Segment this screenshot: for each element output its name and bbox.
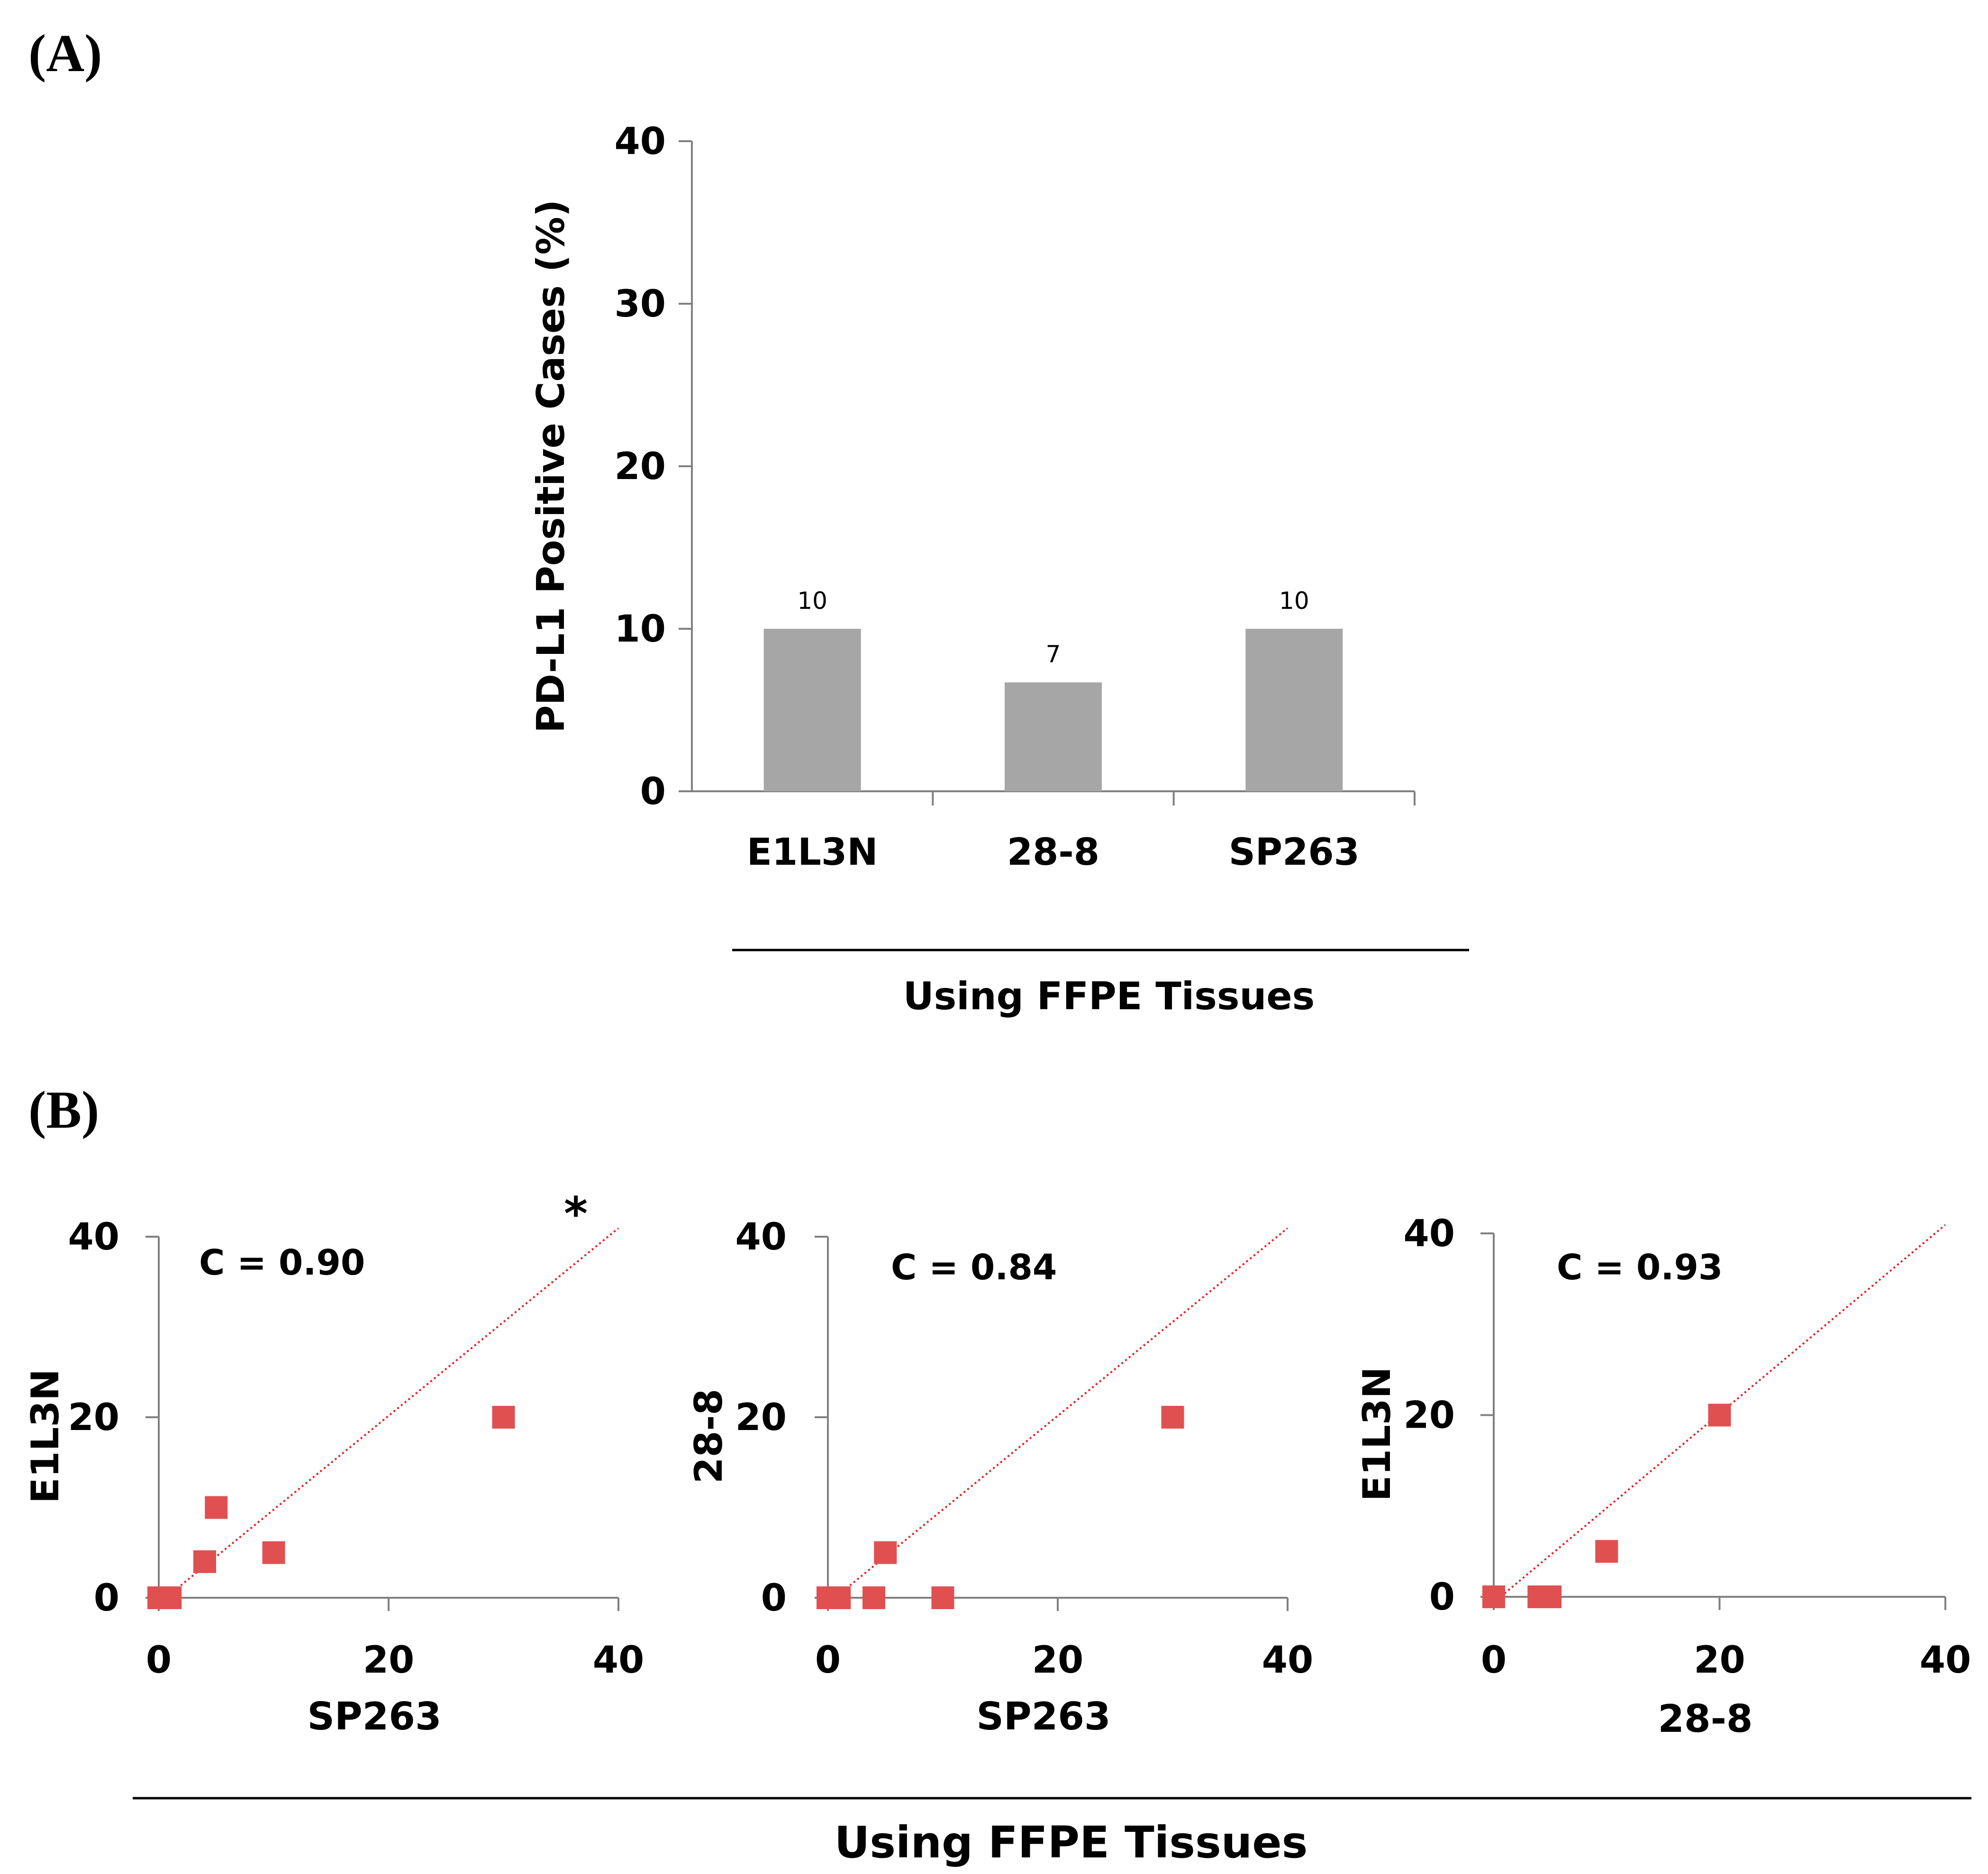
significance-marker: * (564, 1187, 588, 1240)
data-label-e1l3n: 10 (797, 587, 827, 615)
data-point (1708, 1403, 1731, 1427)
x-axis-label: 28-8 (1658, 1697, 1752, 1741)
y-tick-label: 0 (94, 1577, 119, 1620)
y-tick-label: 40 (1403, 1213, 1455, 1255)
y-tick-label: 20 (735, 1396, 787, 1439)
x-tick-label: 20 (1694, 1639, 1745, 1682)
scatter-chart-e1l3n-vs-sp263: 0 20 40 0 20 40 C = 0.90 * SP263 E1L3N (23, 1187, 644, 1738)
y-tick-label: 10 (614, 608, 666, 651)
data-point (1161, 1406, 1184, 1429)
category-label-sp263: SP263 (1229, 831, 1360, 874)
category-label-28-8: 28-8 (1007, 831, 1099, 874)
y-axis-label: E1L3N (23, 1369, 67, 1503)
y-tick-label: 40 (614, 120, 666, 163)
x-tick-label: 20 (1032, 1639, 1084, 1682)
x-axis-label: SP263 (976, 1694, 1110, 1738)
panel-b-group-label: Using FFPE Tissues (835, 1817, 1308, 1868)
x-axis-label: SP263 (307, 1694, 441, 1738)
data-point (262, 1541, 285, 1564)
bar-chart: 0 10 20 30 40 10 E1L3N 7 28-8 10 SP263 PD-L1 Positi… (529, 120, 1416, 874)
data-point (492, 1406, 515, 1429)
panel-a-letter: (A) (28, 24, 102, 83)
scatter-chart-28-8-vs-sp263: 0 20 40 0 20 40 C = 0.84 SP263 28-8 (687, 1216, 1313, 1738)
x-tick-label: 0 (146, 1639, 172, 1682)
data-point (862, 1586, 885, 1609)
data-point (1595, 1540, 1618, 1563)
bar-sp263 (1245, 629, 1343, 791)
bar-e1l3n (763, 629, 861, 791)
data-point (828, 1586, 851, 1609)
data-label-28-8: 7 (1046, 641, 1061, 668)
data-point (1482, 1585, 1505, 1608)
data-label-sp263: 10 (1279, 587, 1309, 615)
panel-a-group-label: Using FFPE Tissues (903, 974, 1315, 1018)
bar-28-8 (1005, 682, 1102, 791)
data-point (931, 1586, 954, 1609)
y-tick-label: 20 (1403, 1394, 1455, 1437)
y-tick-label: 40 (735, 1216, 787, 1258)
data-point (874, 1541, 897, 1564)
y-tick-label: 20 (614, 445, 666, 488)
panel-b-letter: (B) (28, 1081, 99, 1140)
y-tick-label: 0 (640, 770, 666, 813)
y-axis-label: 28-8 (687, 1389, 731, 1484)
y-tick-label: 0 (761, 1577, 787, 1620)
data-point (1539, 1585, 1562, 1608)
correlation-annotation: C = 0.84 (891, 1247, 1057, 1288)
data-point (193, 1550, 216, 1573)
category-label-e1l3n: E1L3N (747, 831, 878, 874)
y-tick-label: 20 (68, 1396, 119, 1439)
x-tick-label: 40 (1920, 1639, 1971, 1682)
fit-line (827, 1227, 1289, 1604)
data-point (205, 1496, 228, 1519)
x-tick-label: 40 (593, 1639, 645, 1682)
y-tick-label: 40 (68, 1216, 119, 1258)
data-point (159, 1586, 182, 1609)
x-tick-label: 20 (363, 1639, 415, 1682)
correlation-annotation: C = 0.90 (199, 1242, 365, 1283)
x-tick-label: 0 (815, 1639, 841, 1682)
x-tick-label: 0 (1481, 1639, 1507, 1682)
x-tick-label: 40 (1262, 1639, 1314, 1682)
y-axis-label: PD-L1 Positive Cases (%) (529, 199, 573, 733)
fit-line (158, 1227, 619, 1604)
scatter-chart-e1l3n-vs-28-8: 0 20 40 0 20 40 C = 0.93 28-8 E1L3N (1355, 1213, 1971, 1741)
y-axis-label: E1L3N (1355, 1367, 1399, 1502)
correlation-annotation: C = 0.93 (1557, 1247, 1723, 1288)
y-tick-label: 0 (1429, 1576, 1455, 1619)
y-tick-label: 30 (614, 283, 666, 326)
